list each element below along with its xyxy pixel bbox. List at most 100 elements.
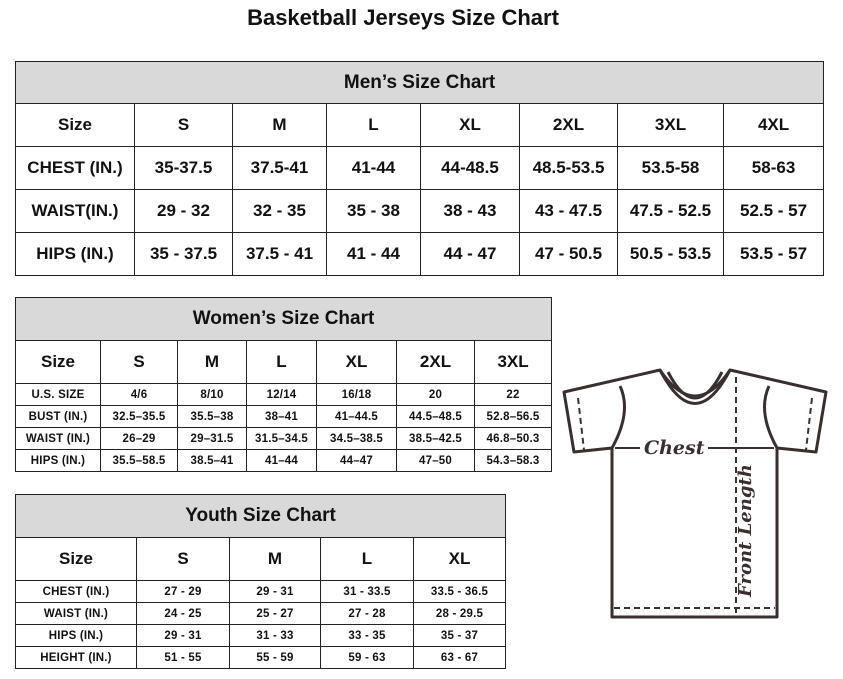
table-cell: 44–47 <box>316 449 397 472</box>
table-cell: 35.5–58.5 <box>100 449 178 472</box>
womens-size-table: Women’s Size Chart Size S M L XL 2XL 3XL U.S. SI… <box>14 297 553 472</box>
table-cell: 50.5 - 53.5 <box>617 232 724 276</box>
youth-chart-heading: Youth Size Chart <box>14 494 507 538</box>
table-cell: M <box>229 537 321 581</box>
table-cell: 41 - 44 <box>326 232 421 276</box>
table-cell: 26–29 <box>100 427 178 450</box>
table-row: CHEST (IN.) 27 - 29 29 - 31 31 - 33.5 33.5 -… <box>15 580 507 603</box>
table-cell: 52.5 - 57 <box>722 189 825 233</box>
table-cell: 12/14 <box>246 383 317 406</box>
table-cell: 31.5–34.5 <box>246 427 317 450</box>
row-label: CHEST (IN.) <box>15 580 137 603</box>
table-cell: 31 - 33 <box>229 624 321 647</box>
row-label: WAIST (IN.) <box>15 427 101 450</box>
table-cell: 27 - 28 <box>320 602 414 625</box>
women-chart-heading: Women’s Size Chart <box>14 297 553 341</box>
table-cell: XL <box>420 103 520 147</box>
table-cell: S <box>136 537 230 581</box>
mens-size-table: Men’s Size Chart Size S M L XL 2XL 3XL 4XL CHEST … <box>14 61 825 276</box>
table-cell: 51 - 55 <box>136 646 230 669</box>
table-cell: 59 - 63 <box>320 646 414 669</box>
table-row: WAIST (IN.) 26–29 29–31.5 31.5–34.5 34.5–38.… <box>15 427 553 450</box>
row-label: WAIST(IN.) <box>15 189 135 233</box>
table-cell: 2XL <box>396 340 475 384</box>
table-cell: 16/18 <box>316 383 397 406</box>
row-label: WAIST (IN.) <box>15 602 137 625</box>
table-cell: 2XL <box>519 103 618 147</box>
table-cell: 54.3–58.3 <box>473 449 553 472</box>
table-cell: 37.5-41 <box>232 146 327 190</box>
table-cell: 29–31.5 <box>177 427 247 450</box>
table-cell: 4XL <box>722 103 825 147</box>
row-label: BUST (IN.) <box>15 405 101 428</box>
table-cell: 4/6 <box>100 383 178 406</box>
table-cell: 41–44.5 <box>316 405 397 428</box>
table-cell: L <box>326 103 421 147</box>
table-cell: 33 - 35 <box>320 624 414 647</box>
table-cell: 35.5–38 <box>177 405 247 428</box>
table-cell: 44-48.5 <box>420 146 520 190</box>
table-cell: 55 - 59 <box>229 646 321 669</box>
table-cell: 38.5–42.5 <box>396 427 475 450</box>
table-cell: 29 - 31 <box>229 580 321 603</box>
table-cell: 32 - 35 <box>232 189 327 233</box>
table-cell: 29 - 32 <box>134 189 233 233</box>
table-cell: 32.5–35.5 <box>100 405 178 428</box>
table-cell: 44.5–48.5 <box>396 405 475 428</box>
table-row: CHEST (IN.) 35-37.5 37.5-41 41-44 44-48.5 48.… <box>15 146 825 190</box>
table-cell: 46.8–50.3 <box>473 427 553 450</box>
jersey-diagram: Chest Front Length <box>562 368 828 619</box>
row-label: U.S. SIZE <box>15 383 101 406</box>
table-cell: 48.5-53.5 <box>519 146 618 190</box>
table-cell: 37.5 - 41 <box>232 232 327 276</box>
table-cell: 38–41 <box>246 405 317 428</box>
row-label: HIPS (IN.) <box>15 449 101 472</box>
table-row: HIPS (IN.) 35.5–58.5 38.5–41 41–44 44–47 47–5… <box>15 449 553 472</box>
table-cell: 29 - 31 <box>136 624 230 647</box>
table-cell: 44 - 47 <box>420 232 520 276</box>
men-chart-heading: Men’s Size Chart <box>14 61 825 104</box>
table-row: BUST (IN.) 32.5–35.5 35.5–38 38–41 41–44.5 44… <box>15 405 553 428</box>
table-row: WAIST(IN.) 29 - 32 32 - 35 35 - 38 38 - 43 43… <box>15 189 825 233</box>
table-cell: 41-44 <box>326 146 421 190</box>
table-cell: M <box>177 340 247 384</box>
table-cell: XL <box>316 340 397 384</box>
table-cell: 47–50 <box>396 449 475 472</box>
table-row: HIPS (IN.) 29 - 31 31 - 33 33 - 35 35 - 37 <box>15 624 507 647</box>
table-cell: 3XL <box>473 340 553 384</box>
page-title: Basketball Jerseys Size Chart <box>247 5 559 30</box>
row-label: HIPS (IN.) <box>15 624 137 647</box>
size-header-row: Size S M L XL 2XL 3XL <box>15 340 553 384</box>
table-cell: L <box>320 537 414 581</box>
table-cell: L <box>246 340 317 384</box>
row-label: HEIGHT (IN.) <box>15 646 137 669</box>
table-cell: 33.5 - 36.5 <box>412 580 507 603</box>
table-cell: 20 <box>396 383 475 406</box>
table-cell: 35 - 38 <box>326 189 421 233</box>
table-cell: 27 - 29 <box>136 580 230 603</box>
jersey-outline-icon <box>562 368 828 619</box>
table-cell: S <box>134 103 233 147</box>
table-cell: XL <box>412 537 507 581</box>
table-cell: 35-37.5 <box>134 146 233 190</box>
table-cell: S <box>100 340 178 384</box>
youth-size-table: Youth Size Chart Size S M L XL CHEST (IN.) 27 -… <box>14 494 507 669</box>
table-cell: 25 - 27 <box>229 602 321 625</box>
row-label: Size <box>15 340 101 384</box>
table-cell: 47 - 50.5 <box>519 232 618 276</box>
table-cell: 53.5-58 <box>617 146 724 190</box>
table-cell: 35 - 37 <box>412 624 507 647</box>
front-length-label: Front Length <box>735 464 756 598</box>
table-row: HEIGHT (IN.) 51 - 55 55 - 59 59 - 63 63 - 67 <box>15 646 507 669</box>
table-row: U.S. SIZE 4/6 8/10 12/14 16/18 20 22 <box>15 383 553 406</box>
table-cell: 35 - 37.5 <box>134 232 233 276</box>
table-cell: 22 <box>473 383 553 406</box>
table-cell: 58-63 <box>722 146 825 190</box>
table-cell: 52.8–56.5 <box>473 405 553 428</box>
size-header-row: Size S M L XL 2XL 3XL 4XL <box>15 103 825 147</box>
table-cell: 8/10 <box>177 383 247 406</box>
size-header-row: Size S M L XL <box>15 537 507 581</box>
table-cell: M <box>232 103 327 147</box>
table-cell: 24 - 25 <box>136 602 230 625</box>
